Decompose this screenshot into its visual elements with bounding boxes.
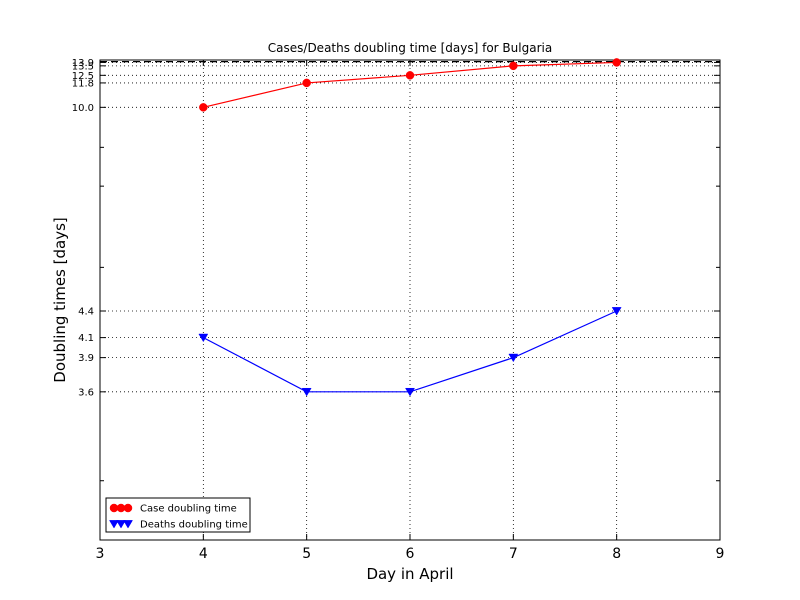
chart-title: Cases/Deaths doubling time [days] for Bu… [268, 41, 552, 55]
plot-area: 3 4 5 6 7 8 9 3.6 3.9 4.1 4.4 10.0 11.812.513.513.9 [72, 58, 725, 562]
data-point [302, 78, 311, 88]
data-point [301, 387, 312, 397]
data-point [405, 387, 415, 397]
x-tick-label: 3 [96, 546, 105, 562]
legend-marker [123, 520, 133, 529]
data-point [198, 333, 209, 343]
y-tick-label: 3.9 [78, 353, 94, 364]
x-tick-label: 8 [612, 546, 621, 562]
y-tick-label: 13.9 [72, 58, 94, 69]
data-point [405, 71, 415, 80]
y-tick-label: 10.0 [72, 103, 94, 114]
data-point [199, 103, 208, 112]
y-tick-label: 3.6 [78, 387, 94, 398]
legend-marker [109, 520, 119, 529]
data-point [508, 353, 519, 363]
legend-marker [116, 520, 126, 529]
x-tick-label: 7 [509, 546, 518, 562]
legend: Case doubling time Deaths doubling time [105, 497, 251, 533]
x-tick-label: 4 [199, 546, 208, 562]
legend-box [105, 497, 251, 533]
y-tick-label: 4.4 [78, 307, 94, 318]
data-point [611, 307, 622, 316]
y-tick-label: 11.8 [72, 78, 94, 89]
x-tick-label: 9 [716, 546, 725, 562]
series-line-1 [203, 310, 617, 393]
data-point [509, 61, 518, 71]
data-point [612, 58, 621, 67]
y-tick-label: 12.5 [72, 71, 94, 82]
x-tick-label: 6 [406, 546, 415, 562]
y-axis-label: Doubling times [days] [51, 217, 69, 382]
y-tick-label: 13.5 [72, 61, 94, 72]
legend-marker [123, 503, 133, 513]
y-tick-label: 4.1 [78, 333, 94, 344]
x-tick-label: 5 [302, 546, 311, 562]
legend-label: Deaths doubling time [140, 520, 248, 531]
x-axis-label: Day in April [366, 565, 453, 583]
legend-label: Case doubling time [140, 504, 237, 515]
